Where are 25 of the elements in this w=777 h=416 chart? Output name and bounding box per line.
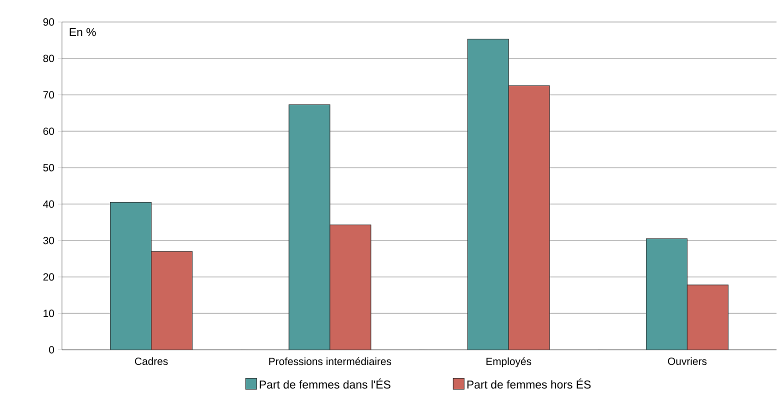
y-tick-label: 0 [49, 346, 54, 354]
bar [110, 202, 152, 350]
y-tick-label: 20 [43, 273, 54, 281]
x-tick-label: Cadres [134, 357, 168, 366]
y-tick-label: 80 [43, 54, 54, 62]
y-tick-label: 60 [43, 128, 54, 136]
bar [686, 284, 729, 350]
y-tick-label: 10 [44, 310, 54, 318]
bar [646, 238, 688, 350]
legend-label: Part de femmes dans l'ÉS [260, 378, 390, 389]
y-tick-label: 40 [43, 200, 54, 208]
x-tick-label: Employés [486, 357, 532, 368]
bar [330, 224, 372, 350]
bar [151, 251, 193, 350]
y-tick-label: 30 [43, 236, 54, 244]
bar [288, 104, 330, 350]
y-tick-label: 70 [43, 91, 54, 99]
annotation: En % [70, 28, 96, 36]
legend-label: Part de femmes hors ÉS [467, 378, 591, 389]
y-tick-label: 50 [43, 164, 54, 172]
bar [467, 38, 509, 350]
y-tick-label: 90 [43, 18, 54, 26]
x-tick-label: Ouvriers [668, 357, 707, 366]
x-tick-label: Professions intermédiaires [269, 357, 392, 366]
bar [508, 86, 550, 350]
